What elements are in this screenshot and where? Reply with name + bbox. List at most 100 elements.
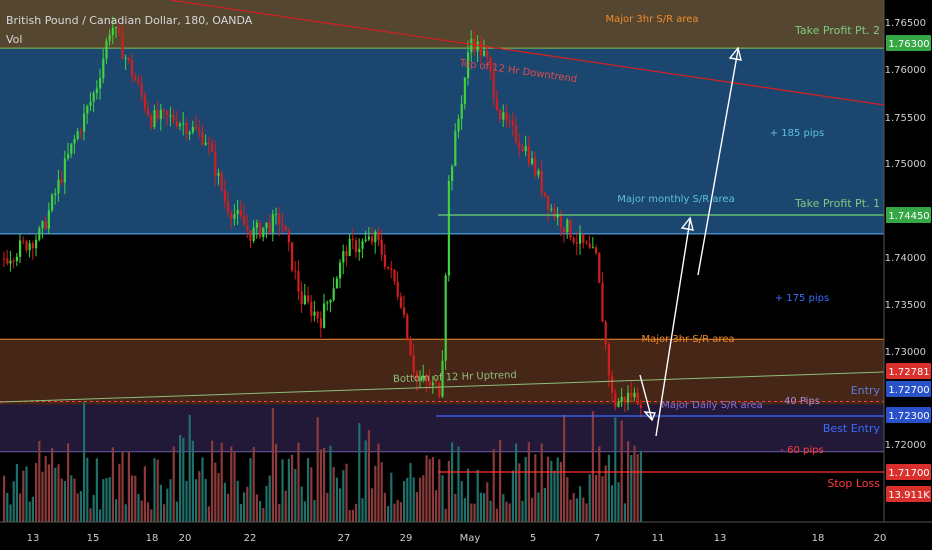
candle-body — [191, 126, 194, 133]
volume-bar — [524, 456, 527, 522]
price-tick-1.76500: 1.76500 — [885, 18, 926, 29]
candle-body — [307, 295, 310, 302]
candle-body — [284, 225, 287, 231]
candle-body — [377, 231, 380, 240]
candle-body — [601, 282, 604, 322]
candle-body — [323, 303, 326, 328]
candle-body — [86, 106, 89, 114]
volume-bar — [467, 468, 470, 522]
candle-body — [47, 210, 50, 229]
volume-bar — [543, 487, 546, 522]
volume-bar — [147, 502, 150, 522]
candle-body — [380, 239, 383, 255]
time-tick-3: 20 — [179, 533, 192, 544]
volume-bar — [345, 463, 348, 522]
candle-body — [300, 291, 303, 305]
volume-bar — [268, 475, 271, 522]
volume-bar — [303, 501, 306, 522]
candle-body — [361, 241, 364, 249]
candle-body — [275, 213, 278, 215]
volume-bar — [22, 470, 25, 522]
volume-bar — [220, 442, 223, 522]
volume-bar — [572, 493, 575, 522]
zone-blue — [0, 48, 884, 234]
candle-body — [476, 41, 479, 52]
volume-bar — [111, 447, 114, 522]
candle-body — [76, 131, 79, 139]
candle-body — [511, 121, 514, 125]
candle-body — [393, 269, 396, 282]
candle-body — [547, 195, 550, 210]
price-badge-text-1.76300: 1.76300 — [888, 39, 929, 50]
candle-body — [243, 216, 246, 226]
volume-bar — [76, 493, 79, 522]
candle-body — [227, 201, 230, 213]
volume-bar — [627, 441, 630, 522]
candle-body — [156, 110, 159, 119]
candle-body — [12, 260, 15, 262]
candle-body — [463, 78, 466, 104]
volume-bar — [291, 454, 294, 522]
candle-body — [118, 26, 121, 34]
candle-body — [159, 109, 162, 119]
volume-bar — [300, 486, 303, 522]
candle-body — [623, 396, 626, 403]
volume-bar — [422, 475, 425, 522]
volume-bar — [60, 478, 63, 522]
candle-body — [633, 392, 636, 398]
time-tick-13: 20 — [874, 533, 887, 544]
candle-body — [44, 221, 47, 229]
candle-body — [579, 234, 582, 244]
volume-bar — [185, 480, 188, 522]
candle-body — [182, 123, 185, 125]
volume-bar — [188, 414, 191, 522]
volume-bar — [102, 479, 105, 522]
candle-body — [348, 239, 351, 256]
candle-body — [460, 103, 463, 120]
price-badge-1.72300 — [886, 407, 931, 423]
label-pips-185: + 185 pips — [770, 128, 825, 139]
volume-bar — [582, 497, 585, 522]
volume-bar — [515, 443, 518, 522]
candle-body — [515, 124, 518, 143]
volume-bar — [230, 446, 233, 522]
candle-body — [611, 375, 614, 393]
volume-bar — [633, 445, 636, 522]
candle-body — [268, 222, 271, 233]
candle-body — [291, 242, 294, 271]
price-badge-1.76300 — [886, 35, 931, 51]
volume-bar — [623, 503, 626, 522]
candle-body — [415, 372, 418, 380]
candle-body — [387, 266, 390, 269]
volume-bar — [447, 460, 450, 522]
volume-bar — [476, 469, 479, 522]
candle-body — [447, 181, 450, 276]
volume-bar — [207, 506, 210, 522]
volume-bar — [262, 507, 265, 522]
volume-bar — [559, 461, 562, 522]
candle-body — [364, 239, 367, 242]
candle-body — [588, 243, 591, 248]
candle-body — [271, 214, 274, 233]
time-tick-1: 15 — [87, 533, 100, 544]
volume-bar — [399, 502, 402, 522]
volume-bar — [435, 490, 438, 522]
volume-bar — [278, 503, 281, 522]
candle-body — [172, 115, 175, 122]
volume-bar — [508, 503, 511, 522]
candle-body — [204, 142, 207, 145]
candle-body — [236, 209, 239, 215]
volume-bar — [380, 462, 383, 522]
price-tick-1.75000: 1.75000 — [885, 159, 926, 170]
label-major-3hr-top: Major 3hr S/R area — [605, 14, 698, 25]
candle-body — [556, 214, 559, 218]
candle-body — [262, 227, 265, 238]
volume-bar — [35, 462, 38, 522]
candle-body — [572, 237, 575, 243]
volume-bar — [9, 504, 12, 522]
volume-bar — [595, 474, 598, 522]
candle-body — [297, 270, 300, 292]
volume-bar — [479, 492, 482, 522]
candle-body — [540, 170, 543, 193]
